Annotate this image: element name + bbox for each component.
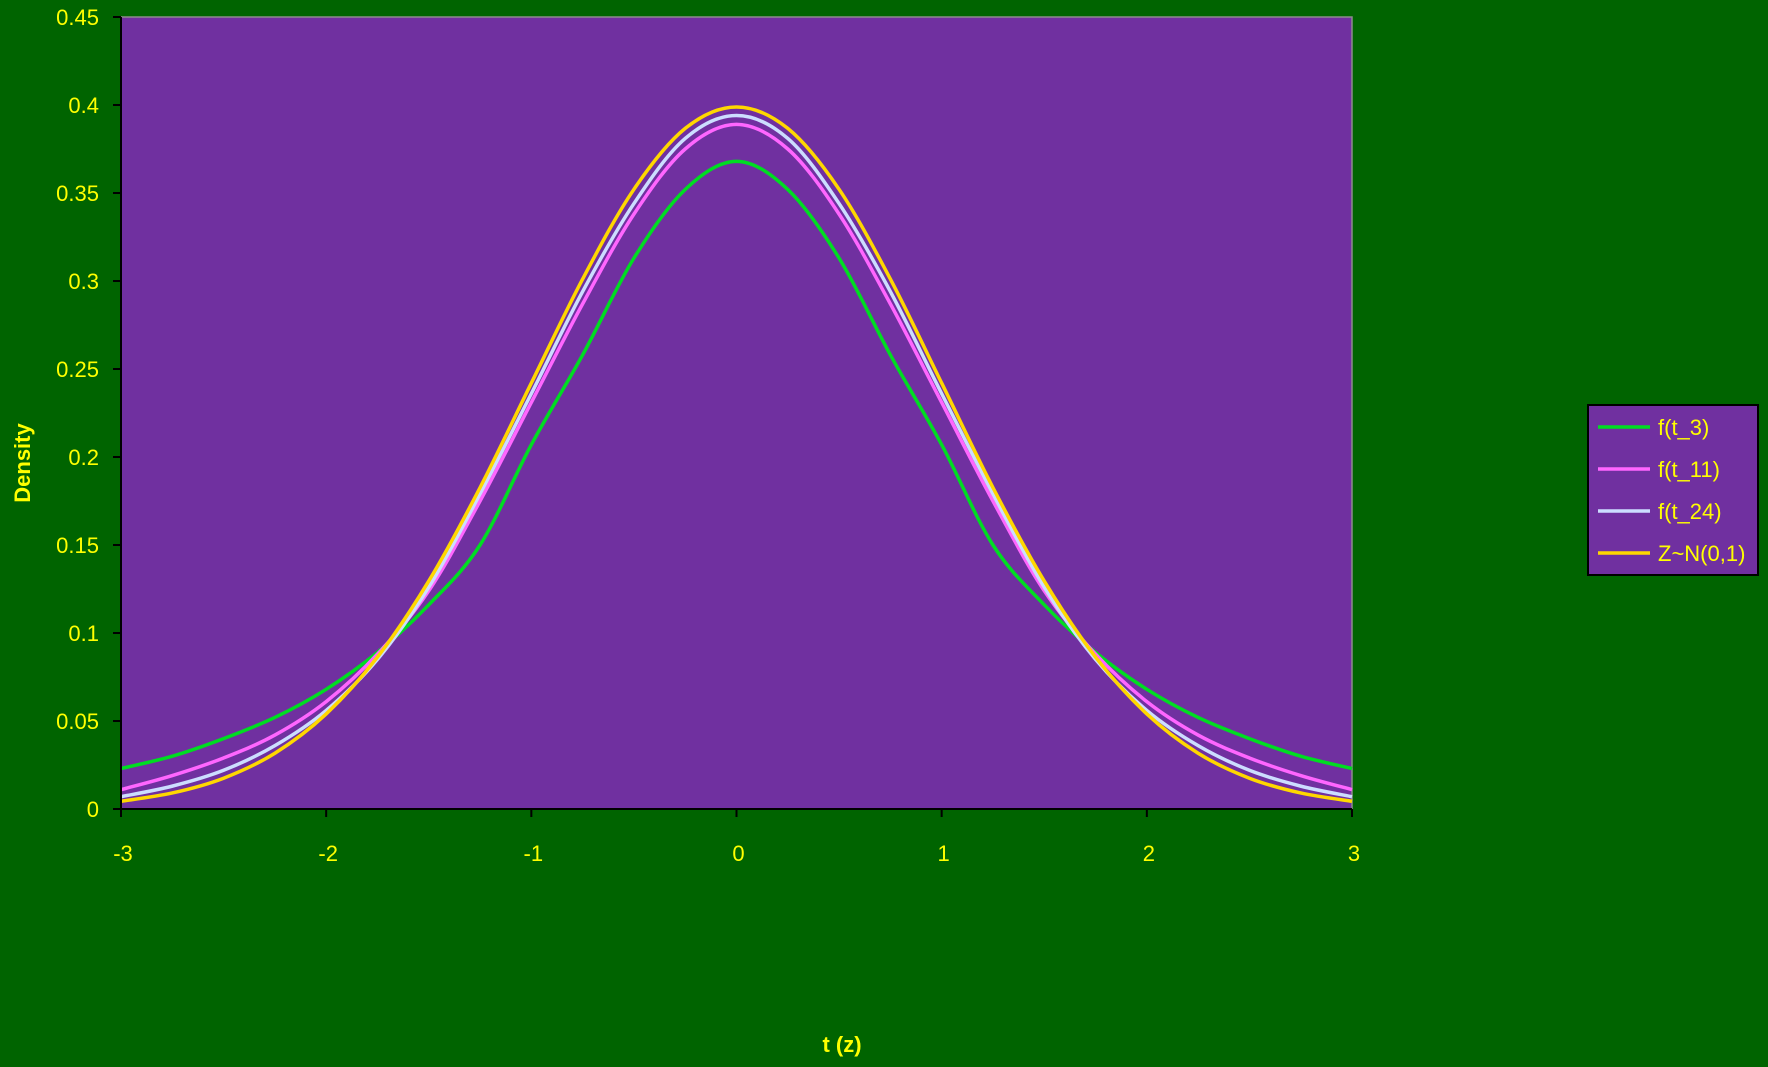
- legend-entry: f(t_3): [1658, 415, 1709, 440]
- legend-box: [1587, 404, 1759, 576]
- plot-area: [120, 16, 1353, 810]
- y-tick-label: 0.3: [68, 269, 99, 294]
- legend-entry: Z~N(0,1): [1658, 541, 1745, 566]
- y-tick-label: 0.25: [56, 357, 99, 382]
- x-tick-label: -1: [524, 841, 544, 866]
- y-tick-label: 0: [87, 797, 99, 822]
- legend: f(t_3) f(t_11) f(t_24) Z~N(0,1): [1587, 404, 1759, 576]
- series-lines: [120, 105, 1353, 803]
- series-line-1: [120, 122, 1353, 792]
- y-tick-label: 0.35: [56, 181, 99, 206]
- x-tick-label: -3: [113, 841, 133, 866]
- x-tick-label: 0: [732, 841, 744, 866]
- legend-entry: f(t_11): [1658, 457, 1720, 482]
- x-tick-label: 3: [1348, 841, 1360, 866]
- series-line-0: [120, 159, 1353, 771]
- x-axis-label: t (z): [822, 1032, 861, 1057]
- y-tick-label: 0.15: [56, 533, 99, 558]
- y-axis-label: Density: [10, 423, 35, 503]
- x-tick-label: -2: [318, 841, 338, 866]
- y-tick-label: 0.45: [56, 5, 99, 30]
- x-tick-label: 1: [938, 841, 950, 866]
- y-tick-label: 0.1: [68, 621, 99, 646]
- legend-entry: f(t_24): [1658, 499, 1722, 524]
- y-tick-label: 0.2: [68, 445, 99, 470]
- y-tick-label: 0.4: [68, 93, 99, 118]
- x-tick-label: 2: [1143, 841, 1155, 866]
- y-tick-label: 0.05: [56, 709, 99, 734]
- series-line-3: [120, 105, 1353, 803]
- x-axis-ticks: -3 -2 -1 0 1 2 3: [113, 809, 1360, 866]
- y-axis-ticks: 0 0.05 0.1 0.15 0.2 0.25 0.3 0.35 0.4 0.45: [56, 5, 121, 822]
